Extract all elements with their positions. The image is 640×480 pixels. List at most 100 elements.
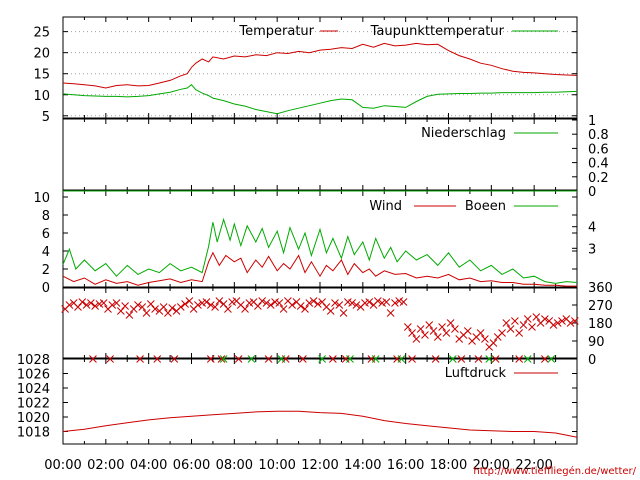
wind-direction-point — [408, 329, 416, 337]
wind-direction-point — [541, 355, 549, 363]
wind-direction-point — [528, 323, 536, 331]
x-tick-label: 18:00 — [430, 458, 467, 473]
legend-label-taupunkttemperatur: Taupunkttemperatur — [370, 24, 505, 39]
wind-direction-point — [241, 305, 249, 313]
x-tick-label: 04:00 — [130, 458, 167, 473]
y2-tick-label-dir: 360 — [588, 281, 613, 296]
wind-direction-point — [217, 355, 226, 363]
wind-direction-point — [515, 355, 524, 363]
x-tick-label: 08:00 — [216, 458, 253, 473]
wind-direction-point — [571, 317, 579, 325]
wind-direction-point — [219, 355, 228, 363]
wind-direction-point — [309, 297, 318, 305]
wind-direction-point — [258, 297, 267, 305]
wind-direction-point — [314, 300, 322, 308]
wind-direction-point — [89, 355, 97, 363]
footer-link[interactable]: http://www.tieffliegén.de/wetter/ — [473, 465, 636, 477]
wind-direction-point — [553, 319, 562, 327]
wind-direction-point — [112, 299, 121, 307]
wind-direction-point — [279, 305, 288, 313]
wind-direction-point — [138, 303, 147, 311]
wind-direction-point — [346, 355, 354, 363]
wind-direction-point — [339, 309, 348, 317]
y2-tick-label-rain: 0.8 — [588, 128, 609, 143]
series-line-pressure-0 — [62, 410, 578, 438]
y-tick-label-pressure: 1018 — [17, 426, 50, 441]
series-line-temp-0 — [62, 42, 578, 89]
wind-direction-point — [476, 329, 485, 337]
y-tick-label-wind: 6 — [42, 227, 50, 242]
wind-direction-point — [429, 327, 438, 335]
wind-direction-point — [433, 333, 442, 341]
wind-direction-point — [438, 323, 446, 331]
wind-direction-point — [474, 355, 483, 363]
wind-direction-point — [326, 307, 335, 315]
y2-tick-label-rain: 0.6 — [588, 142, 609, 157]
wind-direction-point — [277, 355, 286, 363]
wind-direction-point — [74, 303, 82, 311]
y-tick-label-pressure: 1026 — [17, 368, 50, 383]
wind-direction-point — [153, 355, 162, 363]
wind-direction-point — [318, 298, 326, 306]
wind-direction-point — [202, 298, 211, 306]
wind-direction-point — [142, 309, 151, 317]
wind-direction-point — [558, 317, 566, 325]
legend-label-temperatur: Temperatur — [238, 24, 314, 39]
y-tick-label-temp: 25 — [33, 26, 50, 41]
wind-direction-point — [224, 305, 232, 313]
wind-direction-point — [523, 315, 532, 323]
wind-direction-point — [159, 303, 168, 311]
y2-tick-label-rain: 0 — [588, 185, 596, 200]
wind-direction-point — [211, 303, 219, 311]
wind-direction-point — [328, 355, 337, 363]
wind-direction-point — [262, 299, 271, 307]
wind-direction-point — [371, 355, 380, 363]
wind-direction-point — [425, 321, 434, 329]
wind-direction-point — [523, 355, 532, 363]
legend-label-boeen: Boeen — [465, 199, 506, 214]
wind-direction-point — [82, 301, 91, 309]
wind-direction-point — [335, 301, 344, 309]
wind-direction-point — [382, 298, 391, 306]
wind-direction-point — [99, 299, 108, 307]
x-tick-label: 20:00 — [473, 458, 510, 473]
wind-direction-point — [206, 301, 215, 309]
series-line-wind-1 — [62, 217, 578, 284]
wind-direction-point — [108, 301, 117, 309]
wind-direction-point — [151, 305, 159, 313]
wind-direction-point — [566, 319, 575, 327]
wind-direction-point — [116, 307, 125, 315]
y-tick-label-pressure: 1028 — [17, 353, 50, 368]
wind-direction-point — [234, 355, 243, 363]
y-tick-label-wind: 8 — [42, 209, 50, 224]
wind-direction-point — [65, 301, 74, 309]
y-tick-label-temp: 5 — [42, 110, 50, 125]
wind-direction-point — [365, 298, 374, 306]
wind-direction-point — [481, 335, 489, 343]
wind-direction-point — [515, 329, 524, 337]
wind-direction-point — [549, 321, 558, 329]
wind-direction-point — [506, 325, 515, 333]
wind-direction-point — [386, 309, 395, 317]
wind-direction-point — [397, 355, 406, 363]
wind-direction-point — [485, 355, 494, 363]
wind-direction-point — [463, 327, 472, 335]
wind-direction-point — [86, 299, 95, 307]
wind-direction-point — [403, 323, 412, 331]
wind-direction-point — [219, 300, 228, 308]
wind-direction-point — [331, 299, 339, 307]
wind-direction-point — [185, 297, 194, 305]
wind-direction-point — [288, 301, 297, 309]
x-tick-label: 10:00 — [258, 458, 295, 473]
y2-tick-label-dir: 270 — [588, 299, 613, 314]
wind-direction-point — [457, 355, 466, 363]
y-tick-label-wind: 10 — [33, 191, 50, 206]
wind-direction-point — [301, 305, 309, 313]
wind-direction-point — [134, 301, 142, 309]
series-line-wind-0 — [62, 251, 577, 287]
wind-direction-point — [408, 355, 416, 363]
wind-direction-point — [146, 300, 155, 308]
wind-direction-point — [176, 303, 185, 311]
wind-direction-point — [451, 325, 459, 333]
